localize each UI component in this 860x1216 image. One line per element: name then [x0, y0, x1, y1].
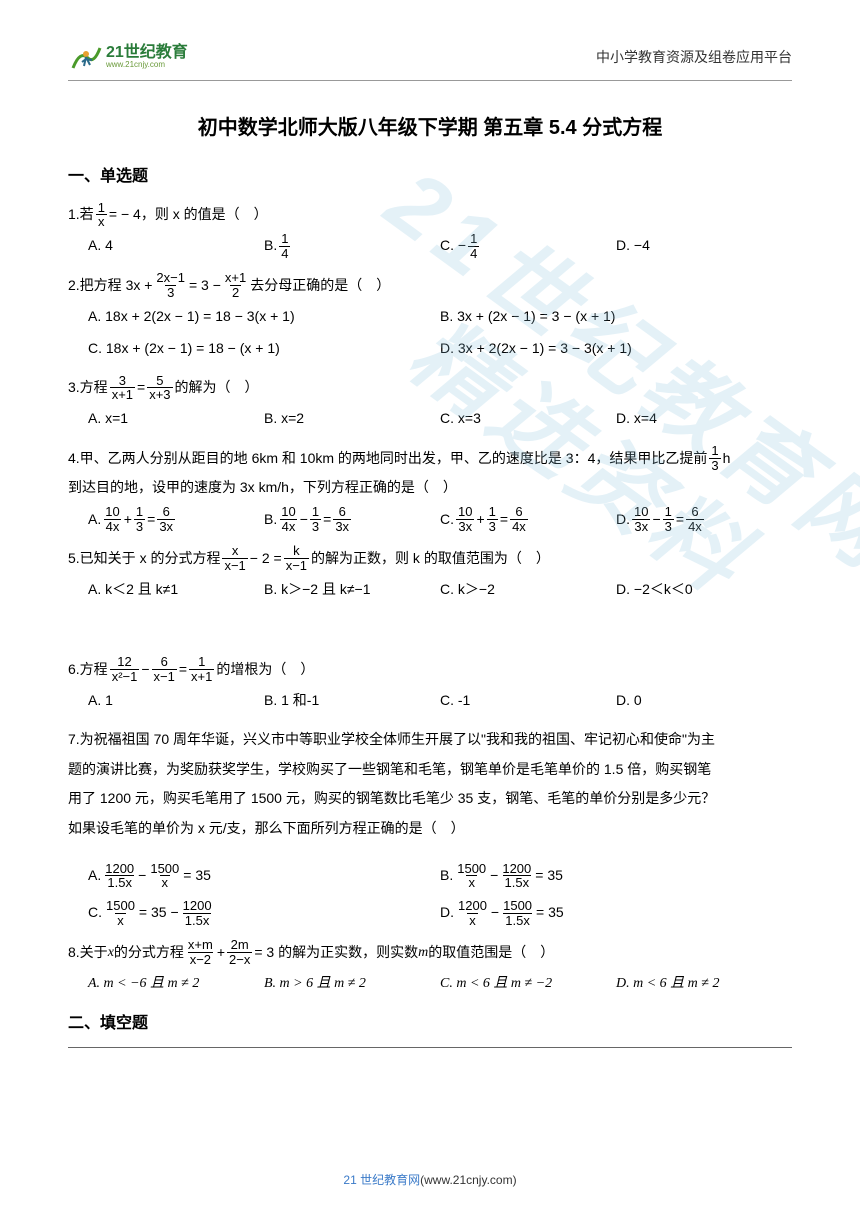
q3-opt-b: B. x=2: [264, 404, 440, 433]
section-1-header: 一、单选题: [68, 162, 792, 186]
question-4: 4.甲、乙两人分别从距目的地 6km 和 10km 的两地同时出发，甲、乙的速度…: [68, 444, 792, 534]
logo-text-cn: 21世纪教育: [106, 45, 188, 61]
question-7: 7.为祝福祖国 70 周年华诞，兴义市中等职业学校全体师生开展了以"我和我的祖国…: [68, 725, 792, 927]
q1-options: A. 4 B. 14 C. − 14 D. −4: [68, 231, 792, 260]
question-3: 3.方程 3x+1 = 5x+3 的解为（ ） A. x=1 B. x=2 C.…: [68, 373, 792, 434]
q5-opt-b: B. k＞−2 且 k≠−1: [264, 575, 440, 604]
footer-text: (www.21cnjy.com): [420, 1173, 516, 1187]
q8-options: A. m < −6 且 m ≠ 2 B. m > 6 且 m ≠ 2 C. m …: [68, 969, 792, 998]
q6-opt-b: B. 1 和-1: [264, 686, 440, 715]
q1-stem-before: 1.若: [68, 200, 94, 229]
q7-opt-a: A. 12001.5x − 1500x = 35: [88, 861, 440, 890]
question-5: 5.已知关于 x 的分式方程 xx−1 − 2 = kx−1 的解为正数，则 k…: [68, 544, 792, 605]
q5-opt-d: D. −2＜k＜0: [616, 575, 792, 604]
q7-opt-c: C. 1500x = 35 − 12001.5x: [88, 898, 440, 927]
q3-opt-d: D. x=4: [616, 404, 792, 433]
footer-link[interactable]: 21 世纪教育网: [343, 1173, 420, 1187]
q1-stem-after: = − 4，则 x 的值是（ ）: [109, 200, 268, 229]
q1-opt-d: D. −4: [616, 231, 792, 260]
q4-opt-d: D. 103x − 13 = 64x: [616, 505, 792, 534]
q6-options: A. 1 B. 1 和-1 C. -1 D. 0: [68, 686, 792, 715]
q2-opt-b: B. 3x + (2x − 1) = 3 − (x + 1): [440, 302, 792, 331]
question-8: 8.关于 x 的分式方程 x+mx−2 + 2m2−x = 3 的解为正实数，则…: [68, 938, 792, 999]
q8-opt-d: D. m < 6 且 m ≠ 2: [616, 969, 792, 998]
q1-opt-a: A. 4: [88, 231, 264, 260]
q2-opt-c: C. 18x + (2x − 1) = 18 − (x + 1): [88, 334, 440, 363]
q6-opt-d: D. 0: [616, 686, 792, 715]
q3-opt-a: A. x=1: [88, 404, 264, 433]
question-2: 2.把方程 3x + 2x−13 = 3 − x+12 去分母正确的是（ ） A…: [68, 271, 792, 363]
q2-options-row2: C. 18x + (2x − 1) = 18 − (x + 1) D. 3x +…: [68, 334, 792, 363]
q8-opt-c: C. m < 6 且 m ≠ −2: [440, 969, 616, 998]
q1-opt-b: B. 14: [264, 231, 440, 260]
q4-opt-c: C. 103x + 13 = 64x: [440, 505, 616, 534]
q3-options: A. x=1 B. x=2 C. x=3 D. x=4: [68, 404, 792, 433]
page-title: 初中数学北师大版八年级下学期 第五章 5.4 分式方程: [68, 111, 792, 140]
q4-opt-b: B. 104x − 13 = 63x: [264, 505, 440, 534]
q5-opt-a: A. k＜2 且 k≠1: [88, 575, 264, 604]
q5-options: A. k＜2 且 k≠1 B. k＞−2 且 k≠−1 C. k＞−2 D. −…: [68, 575, 792, 604]
page-footer: 21 世纪教育网(www.21cnjy.com): [0, 1171, 860, 1188]
q6-opt-c: C. -1: [440, 686, 616, 715]
q8-opt-a: A. m < −6 且 m ≠ 2: [88, 969, 264, 998]
q4-options: A. 104x + 13 = 63x B. 104x − 13 = 63x C.…: [68, 505, 792, 534]
logo-text-en: www.21cnjy.com: [106, 61, 188, 69]
page-header: 21世纪教育 www.21cnjy.com 中小学教育资源及组卷应用平台: [68, 40, 792, 81]
logo: 21世纪教育 www.21cnjy.com: [68, 40, 188, 74]
q8-opt-b: B. m > 6 且 m ≠ 2: [264, 969, 440, 998]
q6-opt-a: A. 1: [88, 686, 264, 715]
q2-opt-d: D. 3x + 2(2x − 1) = 3 − 3(x + 1): [440, 334, 792, 363]
logo-icon: [68, 40, 102, 74]
q7-opt-d: D. 1200x − 15001.5x = 35: [440, 898, 792, 927]
section-2-header: 二、填空题: [68, 1009, 792, 1033]
q2-opt-a: A. 18x + 2(2x − 1) = 18 − 3(x + 1): [88, 302, 440, 331]
q2-options-row1: A. 18x + 2(2x − 1) = 18 − 3(x + 1) B. 3x…: [68, 302, 792, 331]
question-6: 6.方程 12x²−1 − 6x−1 = 1x+1 的增根为（ ） A. 1 B…: [68, 655, 792, 716]
q7-options-row1: A. 12001.5x − 1500x = 35 B. 1500x − 1200…: [68, 861, 792, 890]
q4-opt-a: A. 104x + 13 = 63x: [88, 505, 264, 534]
q7-opt-b: B. 1500x − 12001.5x = 35: [440, 861, 792, 890]
section-divider: [68, 1047, 792, 1048]
q3-opt-c: C. x=3: [440, 404, 616, 433]
header-right-text: 中小学教育资源及组卷应用平台: [596, 47, 792, 67]
q1-frac: 1x: [96, 201, 107, 229]
q5-opt-c: C. k＞−2: [440, 575, 616, 604]
q1-opt-c: C. − 14: [440, 231, 616, 260]
q7-options-row2: C. 1500x = 35 − 12001.5x D. 1200x − 1500…: [68, 898, 792, 927]
question-1: 1.若 1x = − 4，则 x 的值是（ ） A. 4 B. 14 C. − …: [68, 200, 792, 261]
